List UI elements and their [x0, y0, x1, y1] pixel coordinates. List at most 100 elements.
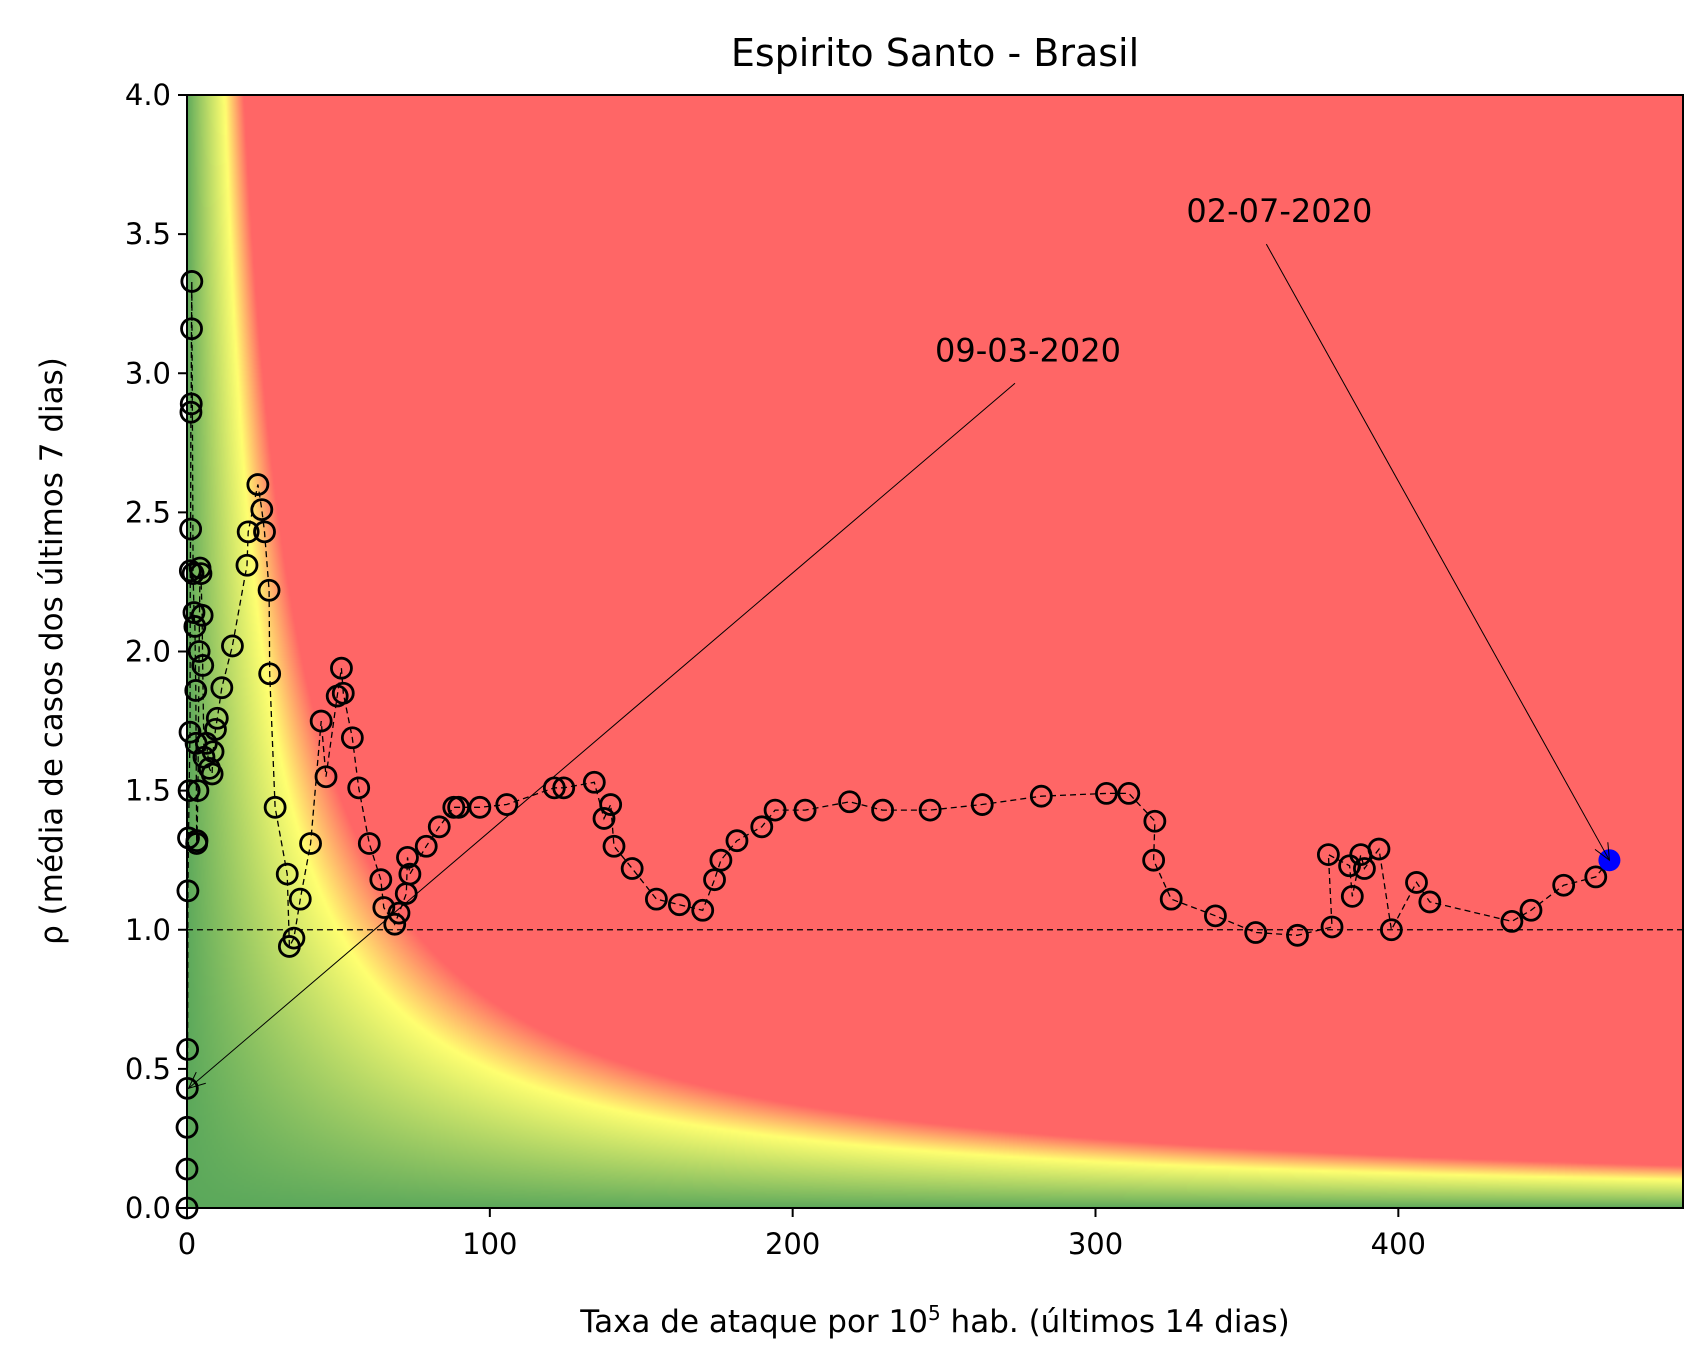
- data-point: [347, 776, 371, 800]
- data-point: [246, 473, 270, 496]
- data-point: [257, 578, 281, 602]
- data-point: [1405, 871, 1428, 894]
- data-point: [383, 912, 407, 936]
- data-point: [1353, 857, 1376, 880]
- data-point: [369, 868, 393, 892]
- data-point: [179, 400, 203, 424]
- y-axis: 0.0 0.5 1.0 1.5 2.0 2.5 3.0 3.5 4.0: [125, 78, 187, 1225]
- data-point: [263, 795, 287, 819]
- data-point: [703, 868, 726, 892]
- data-point: [918, 798, 942, 822]
- data-point: [180, 270, 204, 293]
- y-tick-label: 1.0: [125, 913, 171, 947]
- data-point: [427, 815, 451, 839]
- data-point: [330, 656, 353, 680]
- x-tick-label: 300: [1068, 1227, 1123, 1261]
- y-tick-label: 0.5: [125, 1052, 171, 1086]
- data-point: [1286, 923, 1309, 947]
- data-point: [179, 392, 203, 416]
- data-point: [204, 718, 227, 741]
- data-point: [620, 857, 644, 880]
- data-point: [190, 603, 214, 627]
- data-point: [180, 317, 203, 341]
- data-point: [592, 807, 616, 830]
- data-point: [191, 654, 215, 677]
- y-tick-label: 1.5: [125, 774, 171, 808]
- y-tick-label: 0.0: [125, 1191, 171, 1225]
- data-point: [1204, 904, 1227, 928]
- data-point: [1029, 784, 1053, 808]
- data-point: [396, 846, 419, 869]
- data-point: [1367, 837, 1391, 861]
- data-point: [644, 887, 668, 911]
- x-tick-label: 100: [462, 1227, 517, 1261]
- data-point: [468, 795, 492, 819]
- data-point: [709, 848, 733, 872]
- data-point: [179, 517, 203, 541]
- data-point: [1143, 809, 1167, 833]
- data-point: [1095, 782, 1118, 805]
- data-point: [200, 762, 224, 786]
- data-point: [552, 776, 576, 800]
- data-point: [250, 498, 274, 521]
- y-tick-label: 2.0: [125, 635, 171, 669]
- data-point: [387, 901, 411, 925]
- data-point: [1142, 848, 1166, 872]
- data-point: [314, 765, 338, 789]
- annotation-arrow: [1265, 243, 1610, 861]
- data-point: [372, 896, 396, 919]
- data-point: [299, 832, 322, 855]
- data-point: [187, 640, 211, 663]
- data-point: [189, 562, 213, 585]
- annotations: 09-03-2020 02-07-2020: [187, 192, 1611, 1090]
- data-point: [236, 520, 260, 544]
- data-point: [691, 898, 715, 922]
- data-point: [275, 862, 299, 886]
- plot-area: 09-03-2020 02-07-2020: [175, 94, 1684, 1220]
- annotation-arrowhead: [187, 1071, 206, 1090]
- data-point: [1519, 898, 1543, 922]
- y-tick-label: 4.0: [125, 78, 171, 112]
- data-point: [725, 829, 749, 853]
- data-point: [221, 634, 244, 658]
- data-point: [763, 798, 787, 822]
- data-point: [871, 798, 895, 822]
- data-points: [175, 270, 1621, 1220]
- annotation-arrow: [188, 382, 1016, 1089]
- data-point: [582, 770, 606, 794]
- data-point: [1316, 843, 1340, 867]
- data-point: [1340, 884, 1364, 908]
- risk-heatmap-background: [187, 95, 1683, 1208]
- chart-title: Espirito Santo - Brasil: [731, 31, 1139, 75]
- data-point: [599, 793, 623, 816]
- y-tick-label: 3.5: [125, 217, 171, 251]
- data-point: [235, 553, 259, 577]
- data-point: [178, 720, 202, 744]
- data-point: [201, 740, 225, 764]
- data-point: [282, 926, 306, 950]
- data-point: [602, 834, 626, 858]
- data-point: [793, 798, 817, 822]
- y-axis-label: ρ (média de casos dos últimos 7 dias): [34, 357, 70, 945]
- data-point: [357, 832, 381, 855]
- data-point: [970, 793, 994, 816]
- data-point: [253, 520, 276, 544]
- data-point: [1320, 915, 1344, 939]
- data-point: [1584, 865, 1608, 889]
- data-point: [331, 681, 355, 705]
- x-tick-label: 400: [1371, 1227, 1426, 1261]
- data-point: [542, 776, 566, 800]
- data-point: [181, 562, 205, 585]
- x-axis-label: Taxa de ataque por 105 hab. (últimos 14 …: [579, 1301, 1289, 1340]
- data-point: [340, 726, 364, 750]
- y-tick-label: 2.5: [125, 495, 171, 529]
- data-point: [1244, 921, 1268, 944]
- data-point: [309, 709, 333, 733]
- annotation-arrowhead: [1594, 842, 1611, 862]
- data-point: [258, 662, 282, 686]
- data-point: [184, 679, 208, 702]
- x-tick-label: 0: [178, 1227, 196, 1261]
- data-point: [668, 893, 691, 917]
- data-point: [1379, 918, 1403, 942]
